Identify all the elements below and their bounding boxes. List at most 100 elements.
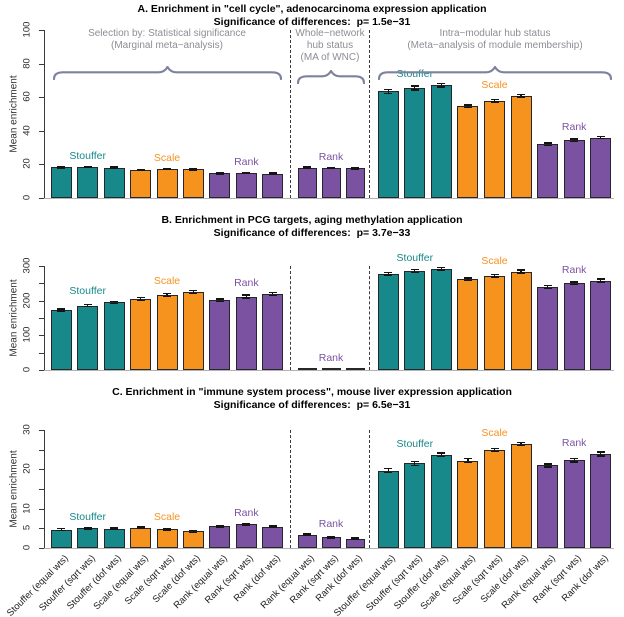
error-bar-cap (57, 528, 66, 530)
error-bar-cap (410, 460, 419, 463)
error-bar-cap (384, 274, 393, 276)
bar-B-6 (182, 292, 204, 370)
error-bar (520, 94, 522, 97)
error-bar (573, 458, 575, 462)
bar-A-9 (262, 173, 284, 198)
error-bar (113, 301, 115, 304)
error-bar-cap (596, 135, 605, 138)
error-bar (414, 85, 416, 90)
y-tick (39, 283, 44, 285)
error-bar-cap (543, 466, 552, 468)
y-tick-label: 80 (21, 57, 33, 69)
error-bar-cap (570, 281, 579, 283)
error-bar-cap (215, 298, 224, 300)
bar-A-21 (590, 137, 612, 198)
error-bar (87, 304, 89, 307)
y-tick (39, 30, 44, 31)
error-bar-cap (57, 167, 66, 169)
error-bar-cap (136, 169, 145, 172)
error-bar-cap (596, 138, 605, 140)
error-bar-cap (215, 301, 224, 303)
error-bar-cap (543, 142, 552, 144)
error-bar-cap (83, 528, 92, 530)
bar-C-6 (182, 531, 204, 548)
error-bar-cap (57, 529, 66, 531)
error-bar (139, 527, 142, 529)
bar-C-17 (484, 450, 505, 548)
error-bar-cap (189, 530, 198, 532)
error-bar-cap (570, 458, 579, 460)
error-bar-cap (384, 271, 393, 273)
error-bar-cap (110, 528, 119, 531)
error-bar (166, 528, 168, 530)
section-divider (369, 266, 370, 370)
panel-c-title: C. Enrichment in "immune system process"… (112, 386, 512, 398)
bar-A-3 (103, 167, 125, 198)
panel-c-y-axis-label: Mean enrichment (8, 450, 20, 528)
error-bar-cap (384, 88, 393, 91)
error-bar-cap (570, 138, 579, 140)
y-axis-line (44, 30, 45, 198)
error-bar-cap (83, 165, 92, 167)
section-divider (290, 30, 291, 198)
bar-C-19 (537, 465, 559, 548)
bar-B-2 (77, 305, 99, 370)
error-bar (387, 272, 389, 276)
panel-c-plot-area: 0 5 10 20 30 Stouffer Scale Rank Rank Stouffer Sca… (22, 424, 614, 550)
error-bar-cap (437, 269, 446, 271)
error-bar-cap (384, 471, 393, 474)
bar-A-19 (537, 144, 559, 198)
error-bar-cap (410, 464, 419, 467)
error-bar-cap (543, 463, 552, 465)
error-bar-cap (327, 536, 335, 538)
y-tick (39, 469, 44, 471)
error-bar-cap (215, 172, 224, 174)
bar-C-9 (262, 526, 284, 548)
error-bar-cap (303, 167, 311, 169)
error-bar-cap (327, 166, 335, 168)
error-bar-cap (136, 526, 145, 528)
bar-B-18 (510, 271, 532, 370)
series-label: Scale (153, 275, 181, 287)
error-bar (547, 143, 549, 146)
bar-B-16 (457, 279, 479, 370)
error-bar-cap (327, 167, 335, 169)
error-bar (60, 528, 62, 531)
error-bar-cap (437, 83, 446, 85)
bar-C-8 (235, 524, 257, 548)
section-divider (369, 430, 370, 548)
group-header: Selection by: Statistical significance (M… (88, 28, 246, 51)
error-bar-cap (83, 526, 92, 529)
error-bar (493, 99, 496, 102)
y-tick-label: 10 (21, 502, 33, 514)
x-axis-baseline (44, 370, 614, 371)
error-bar-cap (490, 101, 499, 103)
error-bar-cap (163, 293, 171, 295)
error-bar-cap (83, 166, 92, 168)
error-bar-cap (189, 531, 198, 533)
series-label: Rank (234, 507, 259, 519)
error-bar (600, 452, 602, 456)
error-bar-cap (437, 86, 446, 88)
series-label: Rank (318, 351, 344, 364)
bar-C-12 (345, 538, 365, 548)
group-header: Whole−network hub status (MA of WNC) (295, 28, 365, 63)
bar-C-14 (404, 463, 426, 548)
error-bar-cap (570, 461, 579, 463)
series-label: Rank (561, 120, 587, 133)
error-bar (60, 309, 62, 312)
y-axis-line (44, 266, 45, 370)
bar-B-17 (484, 275, 505, 370)
bar-C-13 (377, 470, 399, 548)
bar-A-12 (345, 168, 365, 198)
bar-A-16 (457, 106, 479, 198)
y-tick-label: 100 (21, 326, 33, 343)
bar-B-4 (130, 298, 152, 370)
bar-C-18 (510, 444, 532, 548)
error-bar (467, 277, 469, 281)
y-tick-label: 20 (21, 463, 33, 475)
group-brace (52, 64, 283, 81)
error-bar-cap (490, 98, 499, 100)
section-divider (369, 30, 370, 198)
group-brace (377, 64, 613, 81)
